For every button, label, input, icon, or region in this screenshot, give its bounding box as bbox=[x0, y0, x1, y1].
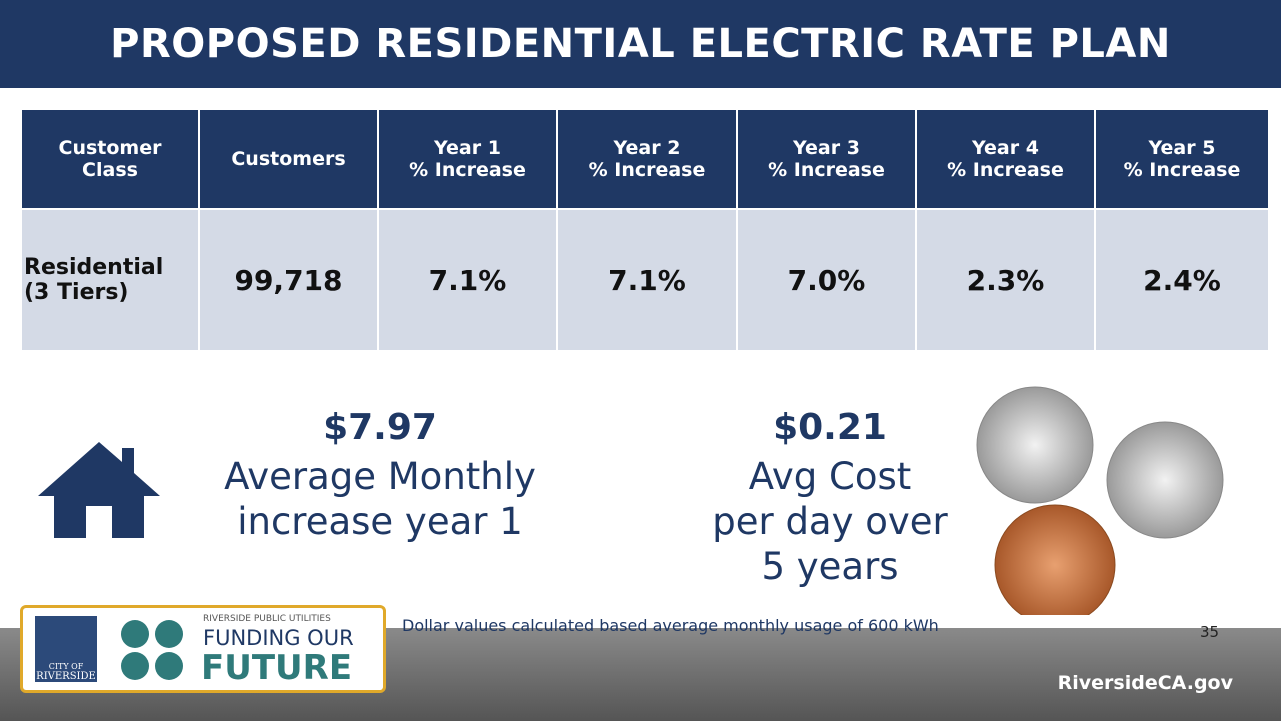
city-seal: CITY OF RIVERSIDE bbox=[35, 616, 97, 682]
header-line: % Increase bbox=[1096, 159, 1268, 181]
page-number: 35 bbox=[1200, 623, 1219, 641]
slide: PROPOSED RESIDENTIAL ELECTRIC RATE PLAN … bbox=[0, 0, 1281, 721]
cell: 2.3% bbox=[917, 208, 1096, 350]
header-line: Year 1 bbox=[379, 137, 556, 159]
label-line: Residential bbox=[24, 255, 198, 280]
cell: 7.1% bbox=[379, 208, 558, 350]
header-line: Customer bbox=[22, 137, 198, 159]
header-line: % Increase bbox=[738, 159, 915, 181]
header-line: Year 3 bbox=[738, 137, 915, 159]
cell: 99,718 bbox=[200, 208, 379, 350]
header-line: Year 2 bbox=[558, 137, 736, 159]
description-line: increase year 1 bbox=[190, 499, 570, 544]
header-line: Year 5 bbox=[1096, 137, 1268, 159]
column-header: Year 4% Increase bbox=[917, 110, 1096, 208]
website: RiversideCA.gov bbox=[1058, 672, 1233, 694]
header-line: % Increase bbox=[917, 159, 1094, 181]
row-label: Residential(3 Tiers) bbox=[22, 208, 200, 350]
logo: CITY OF RIVERSIDE RIVERSIDE PUBLIC UTILI… bbox=[20, 605, 386, 693]
utility-icons bbox=[118, 618, 188, 682]
footnote: Dollar values calculated based average m… bbox=[402, 616, 939, 635]
header-line: Class bbox=[22, 159, 198, 181]
description-line: Avg Cost bbox=[680, 454, 980, 499]
header-line: Customers bbox=[200, 148, 377, 170]
coins bbox=[975, 385, 1225, 615]
cell: 7.0% bbox=[738, 208, 917, 350]
description-line: Average Monthly bbox=[190, 454, 570, 499]
amount: $0.21 bbox=[680, 405, 980, 450]
city-line: RIVERSIDE bbox=[36, 671, 96, 682]
column-header: Year 5% Increase bbox=[1096, 110, 1270, 208]
tagline: FUNDING OUR bbox=[203, 626, 354, 650]
utility-name: RIVERSIDE PUBLIC UTILITIES bbox=[203, 614, 331, 624]
tagline-emphasis: FUTURE bbox=[201, 648, 352, 688]
header-line: % Increase bbox=[379, 159, 556, 181]
label-line: (3 Tiers) bbox=[24, 280, 198, 305]
header-line: Year 4 bbox=[917, 137, 1094, 159]
title: PROPOSED RESIDENTIAL ELECTRIC RATE PLAN bbox=[0, 0, 1281, 88]
cell: 7.1% bbox=[558, 208, 738, 350]
column-header: Year 2% Increase bbox=[558, 110, 738, 208]
description-line: per day over bbox=[680, 499, 980, 544]
header-line: % Increase bbox=[558, 159, 736, 181]
city-line: CITY OF bbox=[49, 662, 84, 671]
column-header: Customers bbox=[200, 110, 379, 208]
description-line: 5 years bbox=[680, 544, 980, 589]
column-header: Year 3% Increase bbox=[738, 110, 917, 208]
cell: 2.4% bbox=[1096, 208, 1270, 350]
amount: $7.97 bbox=[190, 405, 570, 450]
column-header: Year 1% Increase bbox=[379, 110, 558, 208]
house-icon bbox=[38, 440, 160, 540]
